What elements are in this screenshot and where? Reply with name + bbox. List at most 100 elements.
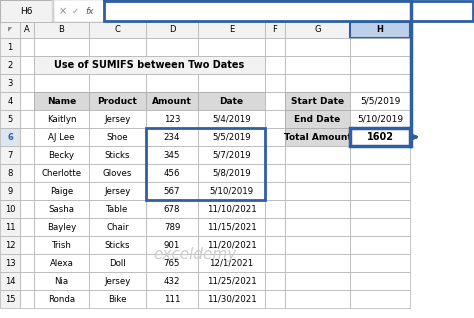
Bar — [34, 128, 89, 146]
Text: 11/25/2021: 11/25/2021 — [207, 276, 256, 286]
Bar — [198, 290, 265, 308]
Text: 123: 123 — [164, 114, 180, 123]
Text: 1602: 1602 — [366, 132, 393, 142]
Text: 234: 234 — [164, 133, 180, 142]
Bar — [265, 290, 285, 308]
Text: 1: 1 — [8, 43, 13, 52]
Bar — [34, 236, 89, 254]
Text: 10: 10 — [5, 204, 15, 213]
Bar — [265, 164, 285, 182]
Bar — [198, 272, 265, 290]
Text: ×: × — [59, 6, 67, 16]
Text: H: H — [376, 25, 383, 34]
Text: Jersey: Jersey — [104, 276, 131, 286]
Bar — [350, 200, 410, 218]
Text: 9: 9 — [8, 186, 13, 196]
Text: 789: 789 — [164, 223, 180, 232]
Bar — [0, 200, 20, 218]
Bar — [34, 182, 89, 200]
Bar — [285, 182, 350, 200]
Text: 5: 5 — [8, 114, 13, 123]
Bar — [285, 236, 350, 254]
Bar — [34, 254, 89, 272]
Bar — [20, 38, 34, 56]
Bar — [34, 74, 89, 92]
Bar — [265, 110, 285, 128]
Text: Use of SUMIFS between Two Dates: Use of SUMIFS between Two Dates — [55, 60, 245, 70]
Bar — [20, 164, 34, 182]
Bar — [20, 74, 34, 92]
Text: 3: 3 — [7, 79, 13, 87]
Text: 11/30/2021: 11/30/2021 — [207, 294, 256, 303]
Bar — [20, 236, 34, 254]
Bar — [20, 200, 34, 218]
Text: 432: 432 — [164, 276, 180, 286]
Text: =SUMIFS(D5:D15, E5:E15, ">="&H4, E5:E15, "<="&H5): =SUMIFS(D5:D15, E5:E15, ">="&H4, E5:E15,… — [108, 6, 332, 16]
Bar — [146, 92, 198, 110]
Bar — [89, 200, 146, 218]
Text: 345: 345 — [164, 150, 180, 160]
Text: 5/5/2019: 5/5/2019 — [212, 133, 251, 142]
Bar — [34, 56, 265, 74]
Text: Jersey: Jersey — [104, 114, 131, 123]
Bar — [34, 92, 89, 110]
Text: 11/15/2021: 11/15/2021 — [207, 223, 256, 232]
Text: Chair: Chair — [106, 223, 129, 232]
Bar — [104, 1, 473, 21]
Bar — [54, 0, 104, 22]
Text: ◤: ◤ — [8, 27, 12, 32]
Bar — [34, 110, 89, 128]
Bar — [0, 182, 20, 200]
Bar — [0, 272, 20, 290]
Bar — [198, 146, 265, 164]
Text: Paige: Paige — [50, 186, 73, 196]
Text: 11: 11 — [5, 223, 15, 232]
Bar — [20, 146, 34, 164]
Bar — [350, 38, 410, 56]
Text: Table: Table — [106, 204, 128, 213]
Text: Nia: Nia — [55, 276, 69, 286]
Text: 14: 14 — [5, 276, 15, 286]
Bar — [350, 110, 410, 128]
Text: 5/10/2019: 5/10/2019 — [357, 114, 403, 123]
Bar — [265, 182, 285, 200]
Text: 12/1/2021: 12/1/2021 — [210, 259, 254, 267]
Bar — [350, 92, 410, 110]
Bar — [350, 146, 410, 164]
Text: Sasha: Sasha — [48, 204, 74, 213]
Bar — [0, 290, 20, 308]
Text: Doll: Doll — [109, 259, 126, 267]
Bar — [20, 290, 34, 308]
Bar — [265, 272, 285, 290]
Text: 5/8/2019: 5/8/2019 — [212, 169, 251, 177]
Bar — [146, 236, 198, 254]
Text: Gloves: Gloves — [103, 169, 132, 177]
Text: 15: 15 — [5, 294, 15, 303]
Bar — [198, 110, 265, 128]
Text: 8: 8 — [7, 169, 13, 177]
Bar — [146, 110, 198, 128]
Bar — [146, 22, 198, 38]
Bar — [198, 92, 265, 110]
Bar — [0, 22, 20, 38]
Bar — [265, 218, 285, 236]
Bar — [0, 254, 20, 272]
Text: B: B — [59, 25, 64, 34]
Bar — [0, 92, 20, 110]
Bar — [20, 182, 34, 200]
Text: AJ Lee: AJ Lee — [48, 133, 75, 142]
Bar — [89, 38, 146, 56]
Bar — [89, 272, 146, 290]
Bar — [285, 164, 350, 182]
Text: 7: 7 — [7, 150, 13, 160]
Bar — [52, 0, 54, 22]
Text: 765: 765 — [164, 259, 180, 267]
Bar — [350, 74, 410, 92]
Text: 5/10/2019: 5/10/2019 — [210, 186, 254, 196]
Text: 5/4/2019: 5/4/2019 — [212, 114, 251, 123]
Text: 678: 678 — [164, 204, 180, 213]
Text: Product: Product — [98, 96, 137, 106]
Bar — [34, 200, 89, 218]
Text: End Date: End Date — [294, 114, 341, 123]
Bar — [20, 218, 34, 236]
